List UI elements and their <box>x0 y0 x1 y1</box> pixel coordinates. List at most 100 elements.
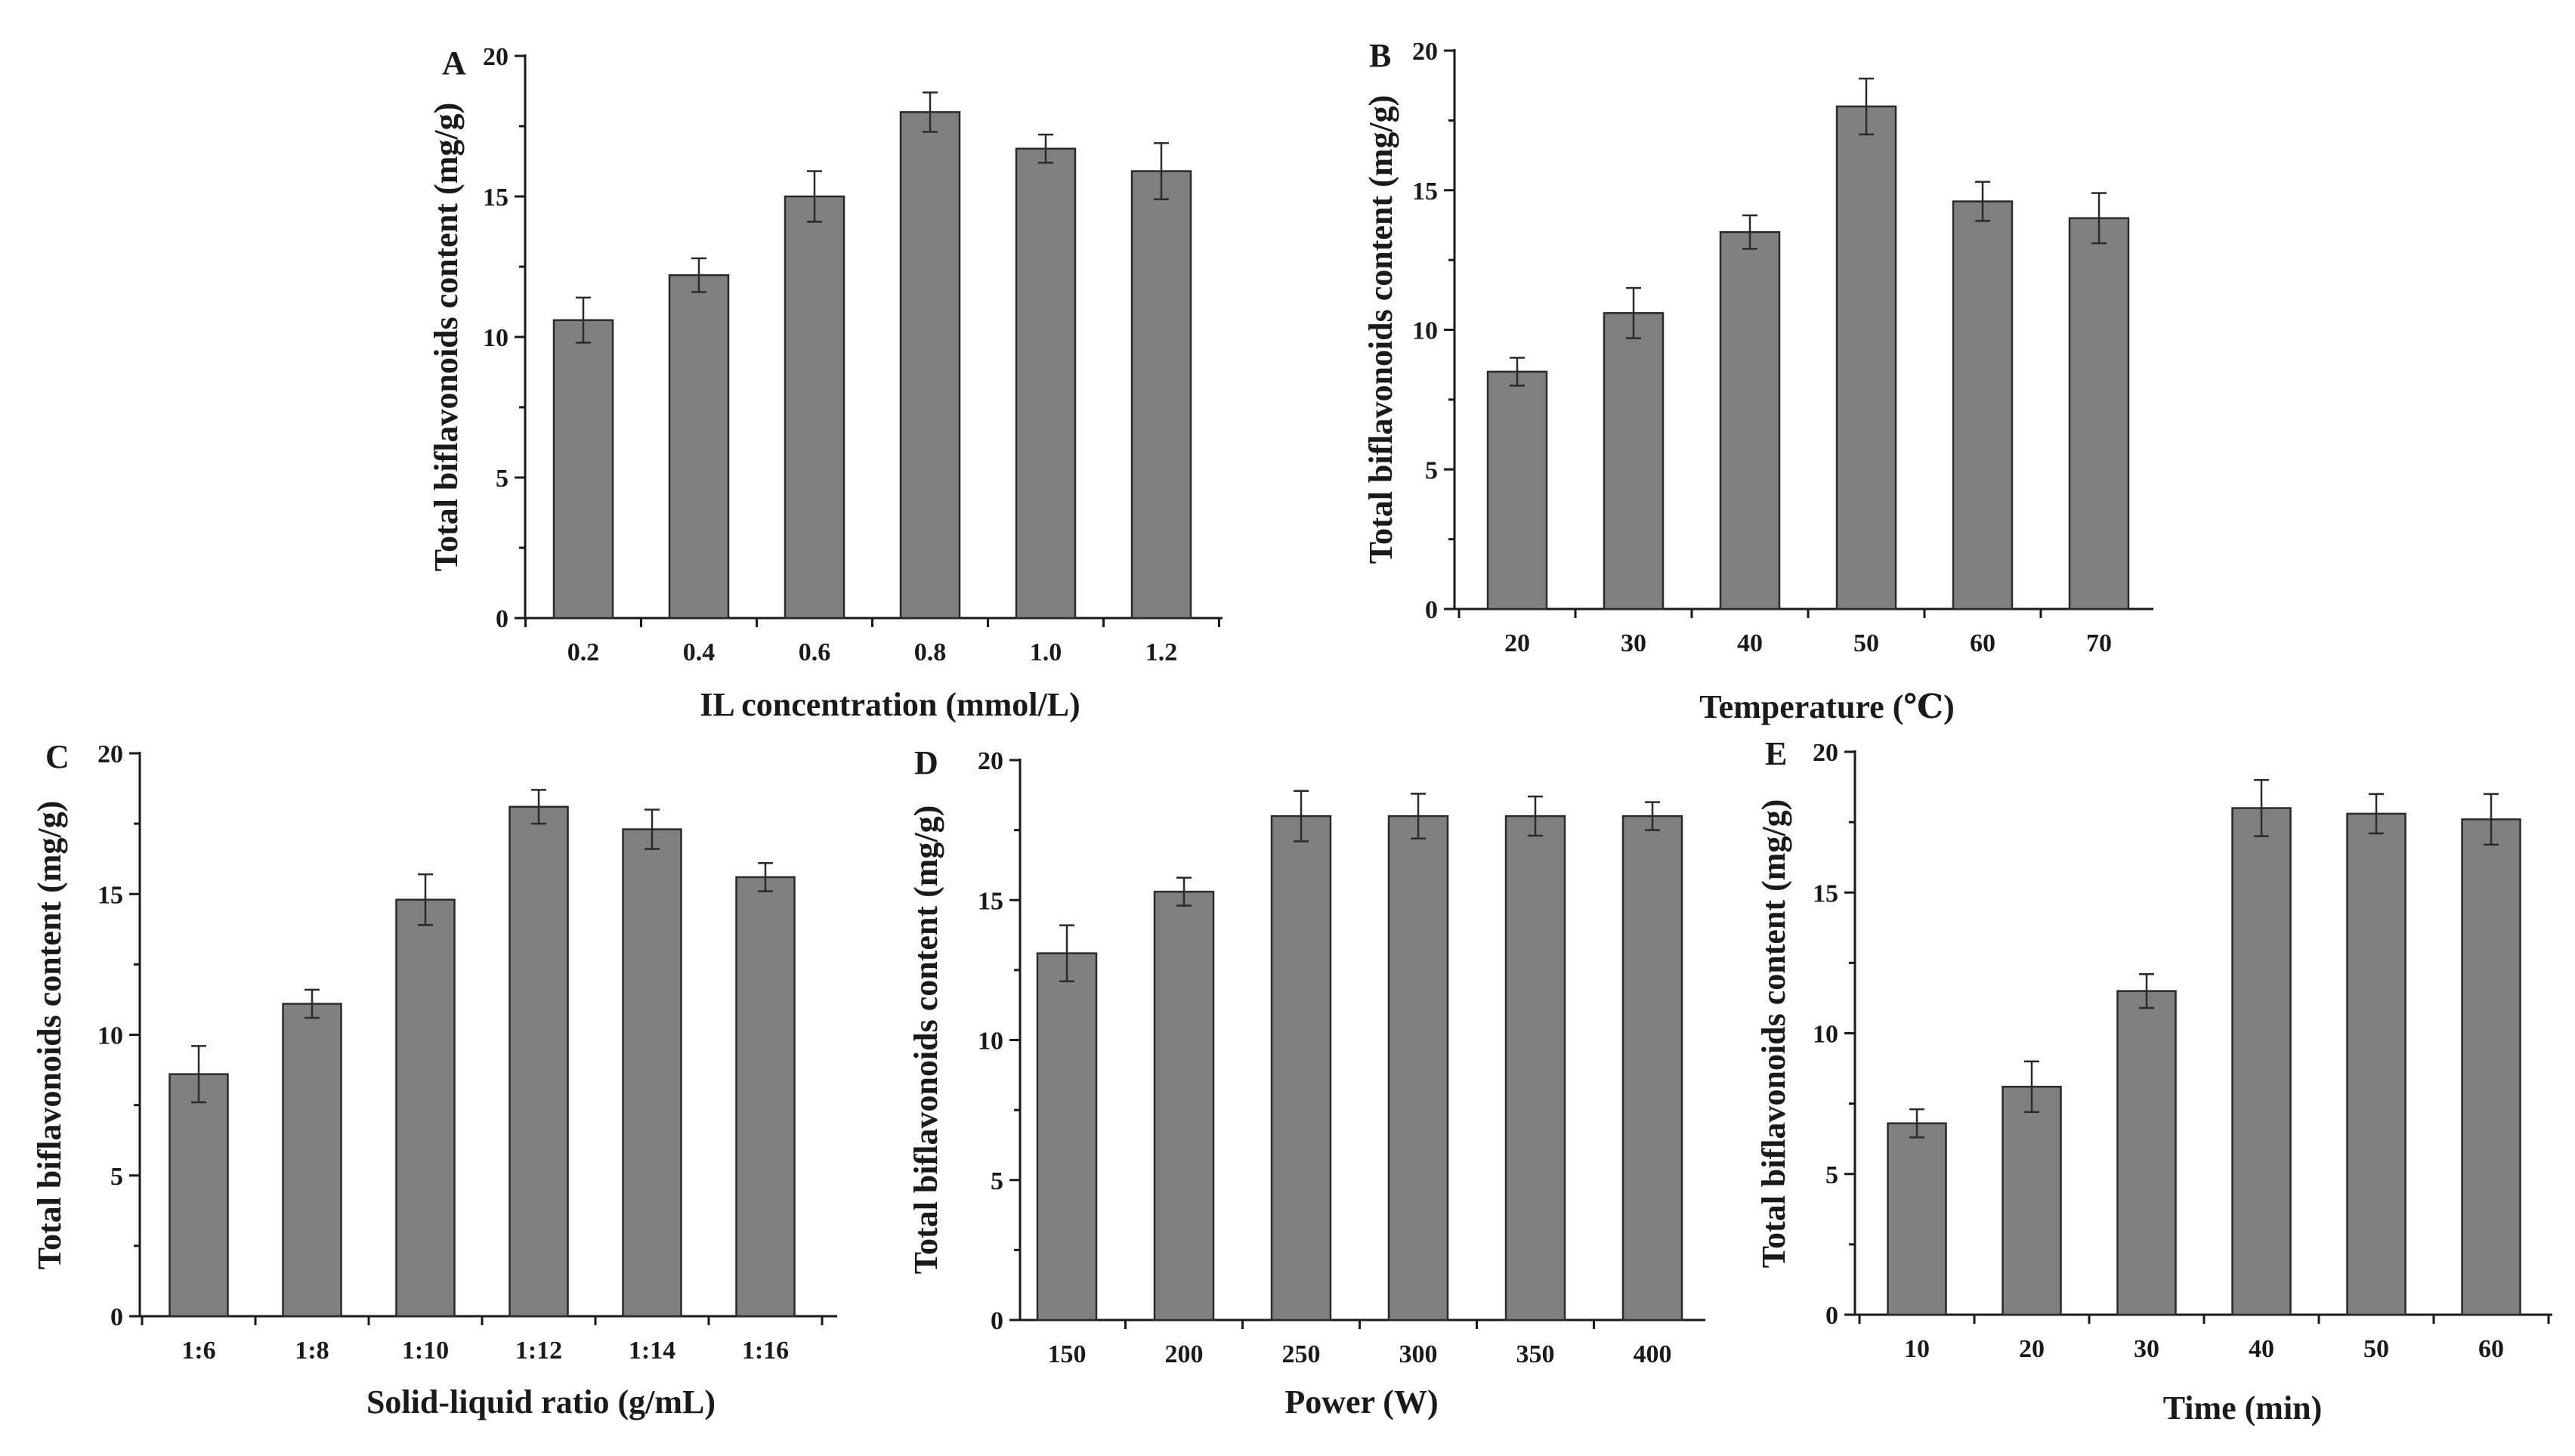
panel-a-x-tick-label: 0.2 <box>567 638 600 666</box>
panel-e-x-tick-label: 20 <box>2019 1335 2045 1363</box>
panel-e-error-bar <box>2369 793 2384 835</box>
panel-d-x-tick-label: 350 <box>1516 1340 1555 1368</box>
panel-a-error-bar <box>576 296 591 344</box>
panel-d-x-tick-label: 150 <box>1048 1340 1087 1368</box>
panel-c-x-tick-label: 1:12 <box>515 1337 562 1365</box>
panel-c-y-tick-label: 15 <box>97 881 123 909</box>
panel-e-x-tick-label: 10 <box>1904 1335 1930 1363</box>
panel-d-y-tick-label: 10 <box>978 1028 1003 1056</box>
panel-e-x-tick-label: 40 <box>2249 1335 2274 1363</box>
panel-e-x-tick-label: 30 <box>2134 1335 2159 1363</box>
panel-c-bar <box>395 898 456 1318</box>
panel-c-x-tick-label: 1:14 <box>629 1337 675 1365</box>
panel-c-bar <box>622 828 682 1318</box>
panel-a-y-tick-label: 20 <box>483 43 509 71</box>
panel-b-bar <box>1486 370 1548 611</box>
panel-e-bar <box>2461 818 2521 1316</box>
panel-c-bar <box>735 876 796 1318</box>
panel-a-y-tick-label: 0 <box>496 605 509 633</box>
panel-e-error-bar <box>2024 1060 2039 1114</box>
panel-e-y-tick-label: 15 <box>1813 879 1838 907</box>
panel-d-error-bar <box>1645 801 1660 831</box>
panel-e-x-tick-label: 60 <box>2478 1335 2504 1363</box>
panel-a-bar <box>784 195 845 620</box>
panel-a-x-tick-label: 0.8 <box>914 638 947 666</box>
panel-c-chart: C 0 5 10 15 20 1:6 1:8 1:10 1:12 1:14 1:16 Solid-liq… <box>31 738 837 1420</box>
panel-d-bar <box>1036 952 1098 1322</box>
panel-d-bar <box>1387 815 1449 1322</box>
panel-a-bar <box>899 111 961 620</box>
panel-a-error-bar <box>807 170 822 223</box>
panel-d-x-tick-label: 250 <box>1282 1340 1321 1368</box>
panel-d-bar <box>1504 815 1566 1322</box>
panel-e-x-axis-label: Time (min) <box>2163 1390 2323 1427</box>
panel-c-x-tick-label: 1:8 <box>295 1337 329 1365</box>
panel-a-bar <box>552 319 614 620</box>
panel-c-y-tick-label: 10 <box>97 1022 123 1050</box>
panel-c-y-tick-label: 20 <box>97 740 123 768</box>
panel-e-x-tick-label: 50 <box>2363 1335 2389 1363</box>
panel-b-x-tick-label: 70 <box>2086 629 2112 657</box>
panel-b-x-axis-label: Temperature (℃) <box>1699 688 1954 725</box>
panel-a-x-axis-label: IL concentration (mmol/L) <box>700 686 1080 723</box>
panel-a-x-tick-label: 0.6 <box>799 638 831 666</box>
panel-d-x-tick-label: 400 <box>1634 1340 1672 1368</box>
panel-d-y-tick-label: 0 <box>991 1307 1003 1335</box>
panel-d-error-bar <box>1528 795 1543 837</box>
panel-b-y-tick-label: 20 <box>1412 38 1438 66</box>
panel-b-y-tick-label: 5 <box>1425 456 1438 484</box>
panel-b-x-tick-label: 20 <box>1504 629 1530 657</box>
panel-b-y-tick-label: 15 <box>1412 178 1438 206</box>
panel-d-letter: D <box>914 744 938 781</box>
panel-d-error-bar <box>1411 793 1426 839</box>
panel-a-bar <box>1130 170 1192 620</box>
panel-a-x-tick-label: 1.2 <box>1145 638 1178 666</box>
panel-e-error-bar <box>1909 1108 1924 1139</box>
panel-b-error-bar <box>1626 286 1641 339</box>
panel-b-error-bar <box>1975 181 1990 222</box>
panel-a-error-bar <box>1154 142 1169 200</box>
panel-c-x-tick-label: 1:6 <box>181 1337 215 1365</box>
panel-b-letter: B <box>1369 37 1391 74</box>
panel-d-y-tick-label: 20 <box>978 747 1003 775</box>
panel-d-bar <box>1621 815 1683 1322</box>
panel-b-error-bar <box>2091 192 2107 245</box>
panel-d-y-axis-label: Total biflavonoids content (mg/g) <box>907 805 944 1275</box>
panel-a-y-axis-label: Total biflavonoids content (mg/g) <box>428 103 465 572</box>
panel-b-error-bar <box>1742 214 1757 250</box>
panel-a-y-tick-label: 5 <box>496 465 509 493</box>
panel-e-y-tick-label: 10 <box>1813 1021 1838 1049</box>
panel-c-y-tick-label: 0 <box>110 1303 123 1331</box>
panel-c-y-axis-label: Total biflavonoids content (mg/g) <box>31 801 68 1270</box>
panel-c-error-bar <box>758 862 773 892</box>
panel-d-y-tick-label: 15 <box>978 887 1003 915</box>
panel-e-y-tick-label: 0 <box>1825 1302 1838 1330</box>
panel-b-x-tick-label: 60 <box>1970 629 1995 657</box>
panel-a-error-bar <box>691 257 706 293</box>
panel-e-bar <box>2002 1086 2062 1316</box>
panel-b-y-axis-label: Total biflavonoids content (mg/g) <box>1362 95 1399 564</box>
panel-c-error-bar <box>191 1045 206 1104</box>
panel-b-error-bar <box>1859 77 1874 136</box>
panel-b-x-tick-label: 40 <box>1737 629 1763 657</box>
panel-c-bar <box>509 805 569 1318</box>
panel-a-bar <box>1015 147 1077 620</box>
panel-b-y-tick-label: 0 <box>1425 596 1438 624</box>
panel-c-letter: C <box>45 738 70 775</box>
panel-b-y-tick-label: 10 <box>1412 317 1438 345</box>
panel-e-error-bar <box>2139 973 2154 1009</box>
panel-c-bar <box>282 1003 342 1318</box>
panel-b-x-tick-label: 50 <box>1853 629 1879 657</box>
panel-e-chart: E 0 5 10 15 20 10 20 30 40 50 60 Time (min) Total bif… <box>1755 735 2552 1427</box>
panel-a-error-bar <box>923 91 938 133</box>
panel-c-error-bar <box>418 873 433 926</box>
panel-d-error-bar <box>1059 924 1074 982</box>
panel-a-x-tick-label: 0.4 <box>683 638 716 666</box>
panel-a-y-tick-label: 15 <box>483 184 509 212</box>
panel-b-bar <box>2068 217 2130 611</box>
panel-e-bar <box>2231 807 2292 1316</box>
panel-e-error-bar <box>2484 793 2499 846</box>
panel-e-error-bar <box>2254 779 2269 837</box>
panel-d-x-tick-label: 200 <box>1165 1340 1204 1368</box>
